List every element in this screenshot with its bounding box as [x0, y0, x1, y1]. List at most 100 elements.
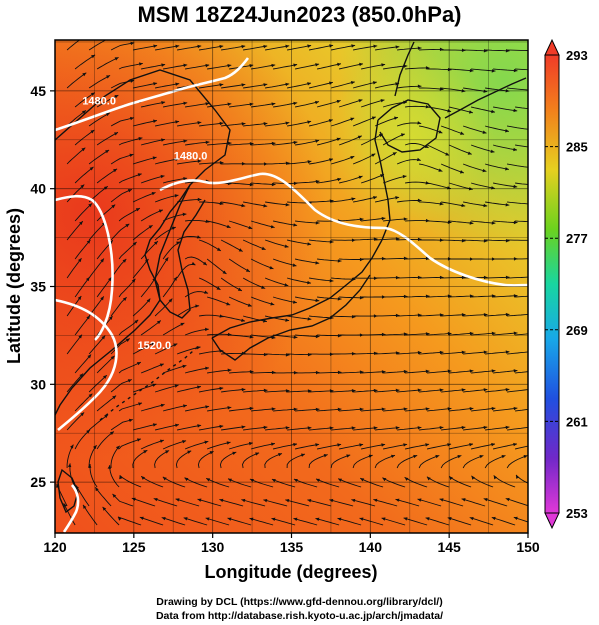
streamline [155, 83, 180, 89]
streamline-arrow [241, 498, 246, 503]
streamline [381, 517, 406, 526]
streamline [339, 258, 364, 260]
streamline-arrow [417, 84, 422, 88]
streamline [383, 333, 408, 336]
streamline [330, 81, 355, 89]
streamline-arrow [357, 135, 362, 139]
streamline-arrow [469, 516, 474, 521]
streamline-arrow [329, 240, 334, 244]
streamline-arrow [536, 331, 540, 334]
streamline-arrow [373, 498, 378, 503]
streamline-arrow [491, 442, 496, 447]
streamline-arrow [513, 442, 518, 447]
streamline-arrow [417, 388, 422, 392]
streamline-arrow [165, 450, 170, 454]
streamline [96, 395, 117, 412]
streamline [242, 277, 266, 289]
streamline [405, 408, 430, 412]
streamline-arrow [337, 407, 342, 412]
streamline [463, 239, 488, 242]
streamline-arrow [338, 478, 343, 482]
streamline [110, 42, 135, 51]
streamline-arrow [359, 443, 364, 447]
streamline-arrow [513, 516, 518, 521]
streamline [140, 320, 162, 336]
streamline [405, 370, 430, 374]
streamline-arrow [372, 81, 377, 85]
streamline [161, 517, 186, 526]
streamline [82, 504, 98, 526]
streamline [405, 181, 430, 185]
streamline [383, 295, 408, 298]
streamline [485, 426, 510, 431]
streamline [219, 498, 244, 507]
colorbar-tick-label: 261 [566, 414, 588, 429]
streamline [207, 369, 232, 374]
streamline [331, 44, 356, 51]
streamline-arrow [237, 287, 242, 291]
streamline-arrow [307, 160, 312, 164]
streamline-arrow [329, 199, 334, 203]
streamline-arrow [284, 283, 289, 287]
streamline-arrow [307, 280, 311, 285]
streamline-arrow [315, 407, 320, 412]
streamline [439, 498, 464, 507]
streamline-arrow [161, 63, 166, 67]
streamline-arrow [315, 478, 320, 483]
streamline [485, 388, 510, 393]
streamline-arrow [205, 140, 210, 145]
streamline-arrow [263, 388, 268, 393]
streamline [140, 138, 165, 146]
streamline-arrow [249, 182, 254, 187]
streamline [351, 499, 376, 507]
streamline [286, 239, 312, 245]
streamline-arrow [247, 303, 252, 307]
streamline-arrow [183, 63, 188, 68]
streamline-arrow [467, 151, 472, 155]
streamline [317, 443, 342, 450]
streamline [162, 365, 187, 374]
coastline-japan-honshu [211, 119, 391, 339]
streamline [74, 166, 94, 184]
streamline [177, 45, 202, 51]
streamline [131, 497, 156, 507]
streamline [154, 343, 178, 355]
streamline-arrow [469, 221, 474, 225]
streamline [199, 425, 224, 431]
streamline-arrow [285, 426, 290, 430]
streamline-arrow [461, 203, 466, 208]
streamline-arrow [323, 453, 328, 458]
streamline-arrow [505, 350, 510, 354]
streamline [449, 407, 474, 412]
streamline-arrow [249, 369, 254, 374]
streamline-arrow [491, 331, 496, 336]
streamline [426, 144, 450, 156]
streamline [426, 476, 450, 488]
streamline-arrow [161, 101, 166, 105]
streamline [265, 201, 290, 206]
streamline-arrow [255, 452, 260, 456]
streamline [309, 427, 334, 431]
streamline-arrow [171, 226, 176, 230]
streamline-arrow [103, 375, 107, 379]
streamline [382, 175, 407, 184]
streamline-arrow [115, 445, 120, 450]
streamline-arrow [270, 224, 275, 229]
streamline [427, 370, 452, 374]
streamline-arrow [106, 75, 111, 79]
streamline [484, 125, 509, 132]
streamline [273, 408, 298, 412]
streamline-arrow [501, 455, 506, 459]
streamline-arrow [536, 108, 540, 111]
streamline [470, 106, 496, 113]
streamline-arrow [483, 275, 488, 280]
streamline-arrow [112, 395, 117, 400]
streamline [229, 182, 254, 186]
streamline-arrow [461, 275, 466, 280]
streamline [139, 516, 164, 526]
streamline [206, 258, 227, 275]
streamline-arrow [153, 82, 158, 86]
streamline-arrow [175, 82, 180, 86]
colorbar-tick-label: 285 [566, 140, 588, 155]
streamline [293, 478, 318, 488]
